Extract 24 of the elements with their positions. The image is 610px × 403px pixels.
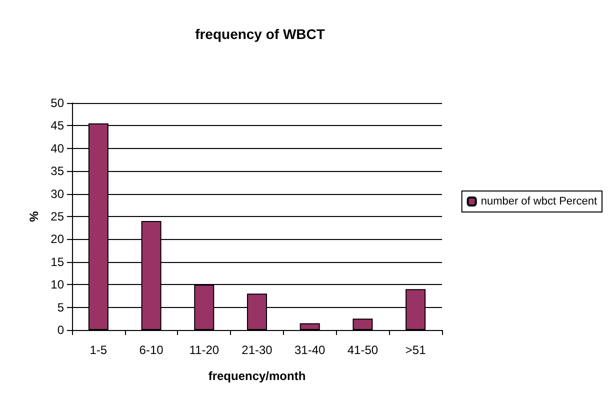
y-tick-label: 10 (50, 278, 64, 292)
y-axis-title: % (26, 210, 41, 222)
y-tick-label: 45 (50, 118, 64, 133)
x-tick-label: 31-40 (294, 343, 326, 357)
bar (352, 318, 373, 330)
y-tick-label: 15 (50, 254, 64, 269)
x-tick-label: 1-5 (90, 343, 108, 357)
x-tick-label: 21-30 (242, 343, 273, 357)
x-tick-label: 41-50 (347, 343, 378, 357)
legend-label: number of wbct Percent (480, 196, 598, 208)
chart-title: frequency of WBCT (195, 26, 326, 42)
y-tick-label: 50 (50, 96, 64, 110)
y-tick-label: 35 (50, 164, 64, 178)
x-tick-label: 11-20 (189, 343, 220, 357)
y-tick-label: 25 (50, 210, 64, 224)
y-tick-label: 20 (50, 232, 64, 246)
y-tick-label: 40 (50, 141, 64, 156)
x-tick-label: 6-10 (139, 343, 164, 357)
x-tick-label: >51 (405, 343, 426, 357)
y-tick-label: 0 (57, 323, 64, 337)
x-axis-title: frequency/month (208, 369, 306, 383)
bar (300, 323, 320, 330)
y-tick-label: 30 (50, 186, 64, 201)
y-tick-label: 5 (57, 300, 64, 314)
